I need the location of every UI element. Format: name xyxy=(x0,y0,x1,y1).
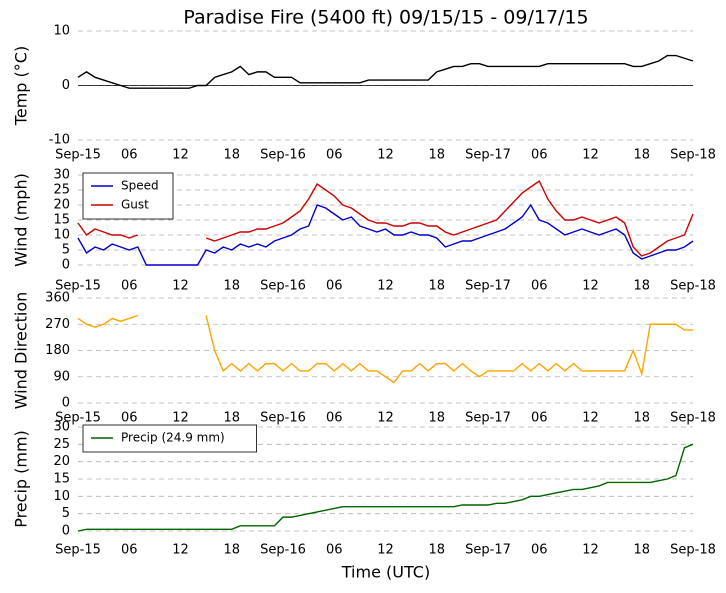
series-line xyxy=(77,203,694,266)
x-tick-label: 06 xyxy=(121,411,138,426)
series-line xyxy=(77,314,693,384)
y-axis-label: Wind Direction xyxy=(12,292,31,410)
x-tick-label: 18 xyxy=(633,279,650,294)
x-tick-label: 18 xyxy=(428,148,445,163)
x-tick-label: Sep-17 xyxy=(465,411,511,426)
x-axis-label: Time (UTC) xyxy=(341,563,430,582)
x-tick-label: 18 xyxy=(633,148,650,163)
x-tick-label: 12 xyxy=(582,411,599,426)
x-tick-label: 12 xyxy=(377,411,394,426)
x-tick-label: 06 xyxy=(326,543,343,558)
x-tick-label: 12 xyxy=(172,279,189,294)
x-tick-label: Sep-18 xyxy=(670,279,716,294)
y-tick-label: 25 xyxy=(53,183,70,198)
chart-title: Paradise Fire (5400 ft) 09/15/15 - 09/17… xyxy=(183,7,588,29)
x-tick-label: 12 xyxy=(377,543,394,558)
x-tick-label: Sep-15 xyxy=(55,543,101,558)
x-tick-label: 12 xyxy=(582,543,599,558)
x-tick-label: Sep-18 xyxy=(670,148,716,163)
x-tick-label: 12 xyxy=(172,411,189,426)
x-tick-label: Sep-15 xyxy=(55,148,101,163)
x-tick-label: 06 xyxy=(326,411,343,426)
x-tick-label: 18 xyxy=(428,411,445,426)
y-tick-label: 25 xyxy=(53,437,70,452)
y-tick-label: 10 xyxy=(53,24,70,39)
x-tick-label: 18 xyxy=(633,543,650,558)
x-tick-label: Sep-15 xyxy=(55,279,101,294)
x-tick-label: 06 xyxy=(326,148,343,163)
x-tick-label: Sep-18 xyxy=(670,411,716,426)
y-tick-label: 180 xyxy=(45,343,70,358)
y-tick-label: 15 xyxy=(53,213,70,228)
series-line xyxy=(77,54,694,89)
x-tick-label: 12 xyxy=(582,148,599,163)
x-tick-label: 18 xyxy=(223,279,240,294)
y-tick-label: 10 xyxy=(53,489,70,504)
x-tick-label: 06 xyxy=(531,411,548,426)
y-tick-label: 10 xyxy=(53,228,70,243)
x-tick-label: 06 xyxy=(531,148,548,163)
y-tick-label: 30 xyxy=(53,420,70,435)
y-tick-label: 20 xyxy=(53,198,70,213)
x-tick-label: Sep-16 xyxy=(260,543,306,558)
y-tick-label: 5 xyxy=(62,243,70,258)
x-tick-label: 06 xyxy=(121,279,138,294)
x-tick-label: 18 xyxy=(428,543,445,558)
y-axis-label: Wind (mph) xyxy=(12,173,31,267)
y-axis-label: Temp (°C) xyxy=(12,46,31,126)
x-tick-label: 06 xyxy=(121,148,138,163)
legend-box xyxy=(82,172,174,220)
x-tick-label: 18 xyxy=(428,279,445,294)
x-tick-label: 18 xyxy=(633,411,650,426)
x-tick-label: 18 xyxy=(223,411,240,426)
x-tick-label: Sep-16 xyxy=(260,411,306,426)
y-tick-label: 0 xyxy=(62,396,70,411)
x-tick-label: Sep-15 xyxy=(55,411,101,426)
x-tick-label: Sep-17 xyxy=(465,279,511,294)
x-tick-label: Sep-16 xyxy=(260,279,306,294)
y-tick-label: 90 xyxy=(53,369,70,384)
x-tick-label: Sep-16 xyxy=(260,148,306,163)
x-tick-label: Sep-17 xyxy=(465,148,511,163)
y-tick-label: 5 xyxy=(62,506,70,521)
y-tick-label: 0 xyxy=(62,524,70,539)
x-tick-label: 06 xyxy=(326,279,343,294)
x-tick-label: 06 xyxy=(121,543,138,558)
x-tick-label: Sep-18 xyxy=(670,543,716,558)
x-tick-label: 12 xyxy=(582,279,599,294)
y-tick-label: 360 xyxy=(45,291,70,306)
y-tick-label: 0 xyxy=(62,78,70,93)
legend-label: Precip (24.9 mm) xyxy=(121,431,225,445)
y-tick-label: 0 xyxy=(62,258,70,273)
x-tick-label: 06 xyxy=(531,543,548,558)
y-tick-label: 270 xyxy=(45,317,70,332)
y-tick-label: 15 xyxy=(53,472,70,487)
x-tick-label: 06 xyxy=(531,279,548,294)
x-tick-label: 12 xyxy=(172,148,189,163)
y-axis-label: Precip (mm) xyxy=(12,430,31,528)
x-tick-label: 18 xyxy=(223,543,240,558)
x-tick-label: 18 xyxy=(223,148,240,163)
series-line xyxy=(77,179,694,257)
x-tick-label: 12 xyxy=(377,279,394,294)
y-tick-label: 30 xyxy=(53,168,70,183)
legend-label: Gust xyxy=(121,198,149,212)
x-tick-label: 12 xyxy=(377,148,394,163)
series-line xyxy=(77,443,694,532)
x-tick-label: Sep-17 xyxy=(465,543,511,558)
y-tick-label: -10 xyxy=(49,133,70,148)
legend-label: Speed xyxy=(121,179,159,193)
y-tick-label: 20 xyxy=(53,454,70,469)
x-tick-label: 12 xyxy=(172,543,189,558)
